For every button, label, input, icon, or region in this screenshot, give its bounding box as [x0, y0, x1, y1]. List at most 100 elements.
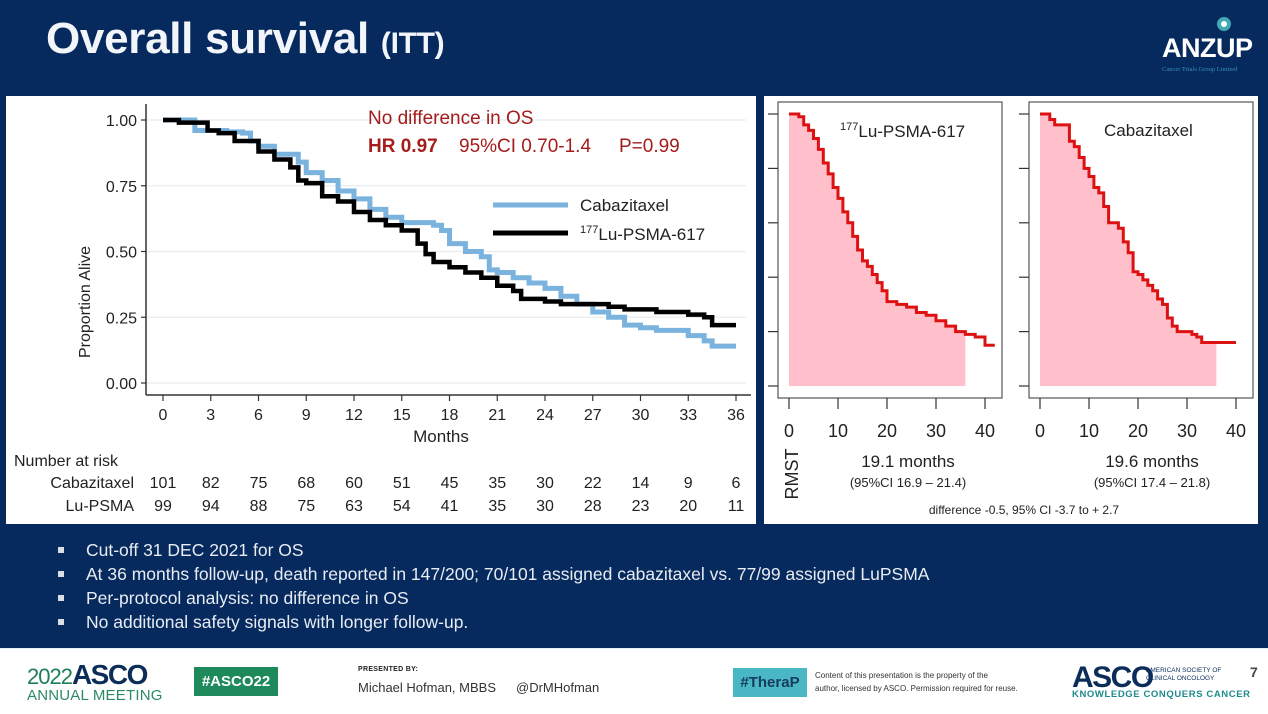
rmst-difference: difference -0.5, 95% CI -3.7 to + 2.7 — [929, 503, 1120, 517]
rmst-x-tick-label: 10 — [828, 421, 848, 441]
asco-society-line: AMERICAN SOCIETY OF — [1146, 667, 1222, 674]
anzup-logo: ANZUP Cancer Trials Group Limited — [1158, 16, 1262, 73]
bullet-item: Per-protocol analysis: no difference in … — [58, 586, 929, 610]
rmst-x-tick-label: 30 — [926, 421, 946, 441]
y-tick-label: 0.00 — [106, 376, 137, 393]
asco-meeting-logo: 2022ASCO — [27, 659, 148, 691]
risk-row-label: Lu-PSMA — [66, 498, 135, 515]
x-tick-label: 6 — [254, 407, 263, 424]
rmst-charts: 0 10 20 30 40 0 10 20 30 40 177Lu-PSMA-617 Cabaz… — [768, 101, 1254, 517]
rmst-shaded-area — [789, 114, 966, 386]
x-tick-label: 27 — [584, 407, 602, 424]
presenter-handle: @DrMHofman — [516, 680, 600, 695]
risk-value: 30 — [536, 498, 554, 515]
legend-superscript: 177 — [580, 224, 598, 236]
annotation-headline: No difference in OS — [368, 108, 533, 129]
risk-value: 23 — [632, 498, 650, 515]
anzup-logo-icon — [1217, 17, 1231, 31]
risk-value: 35 — [488, 475, 506, 492]
km-chart-panel: 0.00 0.25 0.50 0.75 1.00 0 3 6 9 12 15 18 21 24 27 30 33… — [6, 96, 756, 524]
risk-table: Number at risk Cabazitaxel Lu-PSMA 10199… — [14, 453, 744, 515]
rmst-ci-cabazitaxel: (95%CI 17.4 – 21.8) — [1094, 475, 1210, 490]
anzup-logo-text: ANZUP — [1162, 33, 1253, 63]
legend-label-lupsma: 177Lu-PSMA-617 — [580, 224, 705, 244]
copyright-line: Content of this presentation is the prop… — [815, 671, 988, 680]
rmst-value-cabazitaxel: 19.6 months — [1105, 452, 1199, 471]
risk-value: 22 — [584, 475, 602, 492]
rmst-x-tick-label: 30 — [1177, 421, 1197, 441]
footer: 2022ASCO ANNUAL MEETING #ASCO22 PRESENTE… — [0, 648, 1268, 714]
asco-society-line: CLINICAL ONCOLOGY — [1146, 675, 1215, 682]
rmst-frame — [1028, 101, 1254, 399]
rmst-x-tick-label: 0 — [784, 421, 794, 441]
bullet-item: Cut-off 31 DEC 2021 for OS — [58, 538, 929, 562]
x-tick-label: 9 — [302, 407, 311, 424]
meeting-brand: ASCO — [71, 659, 148, 690]
risk-value: 75 — [297, 498, 315, 515]
risk-value: 41 — [441, 498, 459, 515]
page-title: Overall survival (ITT) — [46, 14, 445, 64]
risk-value: 75 — [250, 475, 268, 492]
risk-value: 101 — [150, 475, 177, 492]
slide: Overall survival (ITT) ANZUP Cancer Tria… — [0, 0, 1268, 648]
x-tick-label: 30 — [632, 407, 650, 424]
meeting-name: ANNUAL MEETING — [27, 687, 163, 704]
presenter-name: Michael Hofman, MBBS — [358, 680, 496, 695]
y-tick-label: 1.00 — [106, 113, 137, 130]
x-tick-label: 12 — [345, 407, 363, 424]
title-main: Overall survival — [46, 14, 369, 63]
risk-value: 45 — [441, 475, 459, 492]
trial-hashtag-badge: #TheraP — [733, 668, 807, 697]
risk-value: 30 — [536, 475, 554, 492]
x-tick-label: 21 — [488, 407, 506, 424]
rmst-frame — [777, 101, 1003, 399]
legend: Cabazitaxel 177Lu-PSMA-617 — [493, 196, 705, 244]
risk-value: 14 — [632, 475, 650, 492]
legend-label-cabazitaxel: Cabazitaxel — [580, 196, 669, 215]
series-line-lupsma — [163, 117, 736, 328]
copyright-line: author, licensed by ASCO. Permission req… — [815, 684, 1018, 693]
risk-value: 9 — [684, 475, 693, 492]
risk-value: 51 — [393, 475, 411, 492]
risk-value: 99 — [154, 498, 172, 515]
rmst-x-tick-label: 0 — [1035, 421, 1045, 441]
bullet-list: Cut-off 31 DEC 2021 for OS At 36 months … — [58, 538, 929, 634]
rmst-x-tick-label: 20 — [1128, 421, 1148, 441]
rmst-ci-lupsma: (95%CI 16.9 – 21.4) — [850, 475, 966, 490]
asco-tagline: KNOWLEDGE CONQUERS CANCER — [1072, 689, 1251, 700]
rmst-survival-line — [789, 112, 995, 347]
risk-value: 63 — [345, 498, 363, 515]
risk-value: 82 — [202, 475, 220, 492]
annotation-hr: HR 0.97 — [368, 136, 438, 157]
risk-value: 68 — [297, 475, 315, 492]
rmst-title-superscript: 177 — [840, 121, 858, 133]
risk-value: 35 — [488, 498, 506, 515]
title-suffix: (ITT) — [380, 27, 445, 60]
risk-value: 54 — [393, 498, 411, 515]
bullet-item: No additional safety signals with longer… — [58, 610, 929, 634]
risk-value: 94 — [202, 498, 220, 515]
risk-value: 20 — [679, 498, 697, 515]
x-tick-label: 3 — [206, 407, 215, 424]
y-tick-label: 0.75 — [106, 179, 137, 196]
x-tick-label: 18 — [441, 407, 459, 424]
legend-main: Lu-PSMA-617 — [598, 225, 705, 244]
meeting-year: 2022 — [27, 664, 73, 689]
km-chart: 0.000.250.500.751.000 3 6 9 12 15 18 21 24 27 30 33… — [14, 104, 751, 515]
asco-logo: ASCO — [1072, 661, 1154, 694]
y-axis-label: Proportion Alive — [77, 246, 94, 358]
rmst-x-tick-label: 40 — [975, 421, 995, 441]
y-tick-label: 0.25 — [106, 310, 137, 327]
rmst-axis-label: RMST — [782, 449, 802, 500]
y-tick-label: 0.50 — [106, 245, 137, 262]
rmst-x-tick-label: 40 — [1226, 421, 1246, 441]
bullet-item: At 36 months follow-up, death reported i… — [58, 562, 929, 586]
rmst-x-tick-label: 20 — [877, 421, 897, 441]
risk-value: 60 — [345, 475, 363, 492]
copyright-notice: Content of this presentation is the prop… — [815, 669, 1075, 695]
hashtag-badge: #ASCO22 — [194, 667, 278, 696]
rmst-title-lupsma: 177Lu-PSMA-617 — [840, 121, 965, 141]
asco-society-name: AMERICAN SOCIETY OF CLINICAL ONCOLOGY — [1146, 667, 1246, 683]
risk-value: 28 — [584, 498, 602, 515]
risk-row-label: Cabazitaxel — [50, 475, 134, 492]
